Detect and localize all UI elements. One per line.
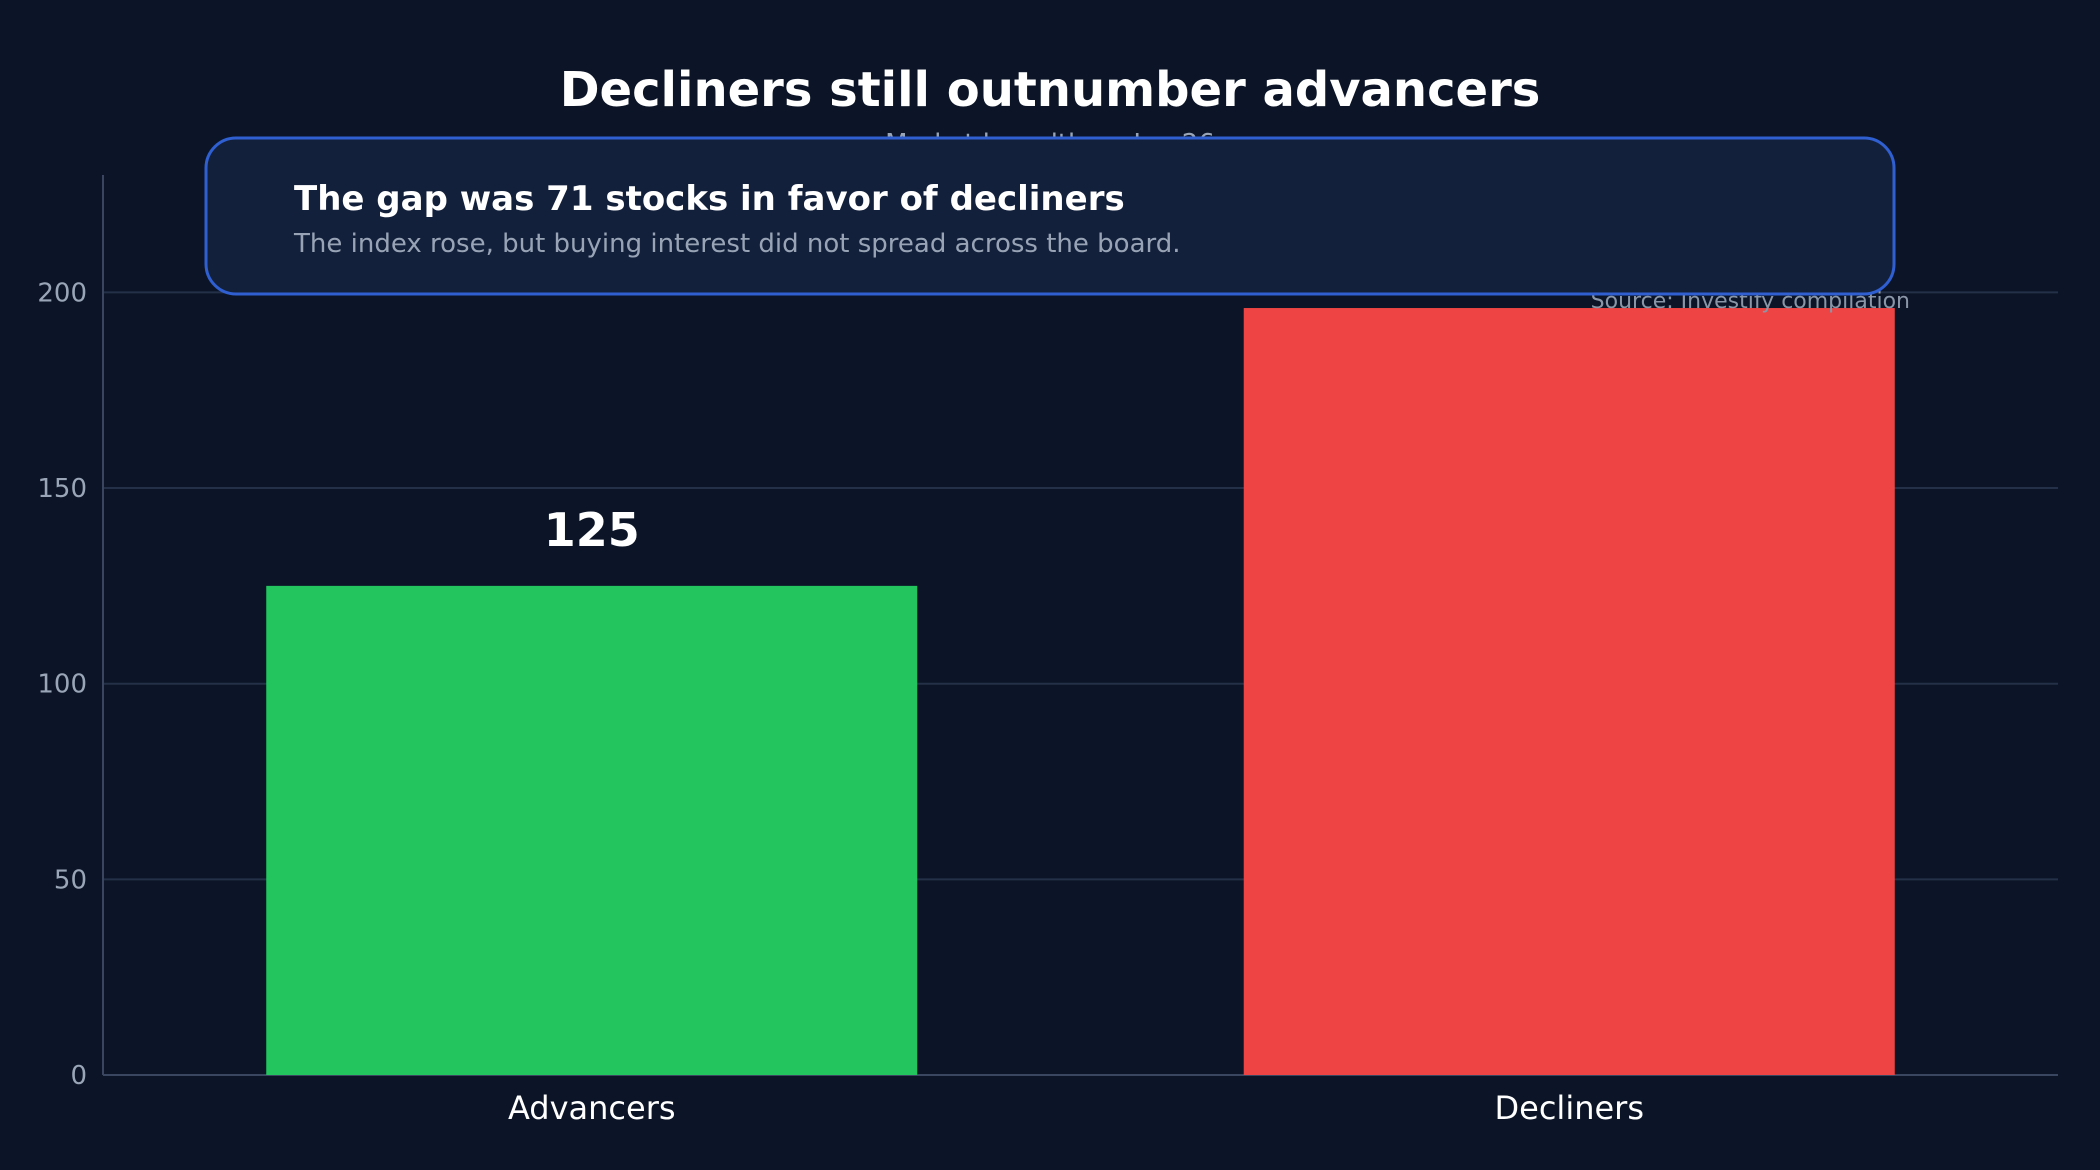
y-tick-label-50: 50	[54, 865, 87, 895]
bars	[266, 308, 1895, 1076]
y-tick-label-200: 200	[37, 278, 87, 308]
y-tick-label-150: 150	[37, 474, 87, 504]
y-tick-labels: 0 50 100 150 200	[37, 278, 87, 1091]
annotation-callout: The gap was 71 stocks in favor of declin…	[204, 136, 1896, 296]
y-tick-label-100: 100	[37, 670, 87, 700]
x-category-labels: Advancers Decliners	[508, 1089, 1644, 1127]
x-label-decliners: Decliners	[1495, 1089, 1645, 1127]
callout-box	[204, 136, 1896, 296]
bar-advancers	[266, 585, 918, 1075]
callout-body: The index rose, but buying interest did …	[293, 229, 1181, 259]
value-labels: 125	[544, 503, 640, 557]
value-label-advancers: 125	[544, 503, 640, 557]
y-tick-label-0: 0	[70, 1061, 87, 1091]
bar-decliners	[1243, 308, 1895, 1076]
chart-title: Decliners still outnumber advancers	[560, 62, 1541, 118]
x-label-advancers: Advancers	[508, 1089, 676, 1127]
callout-title: The gap was 71 stocks in favor of declin…	[294, 179, 1125, 219]
